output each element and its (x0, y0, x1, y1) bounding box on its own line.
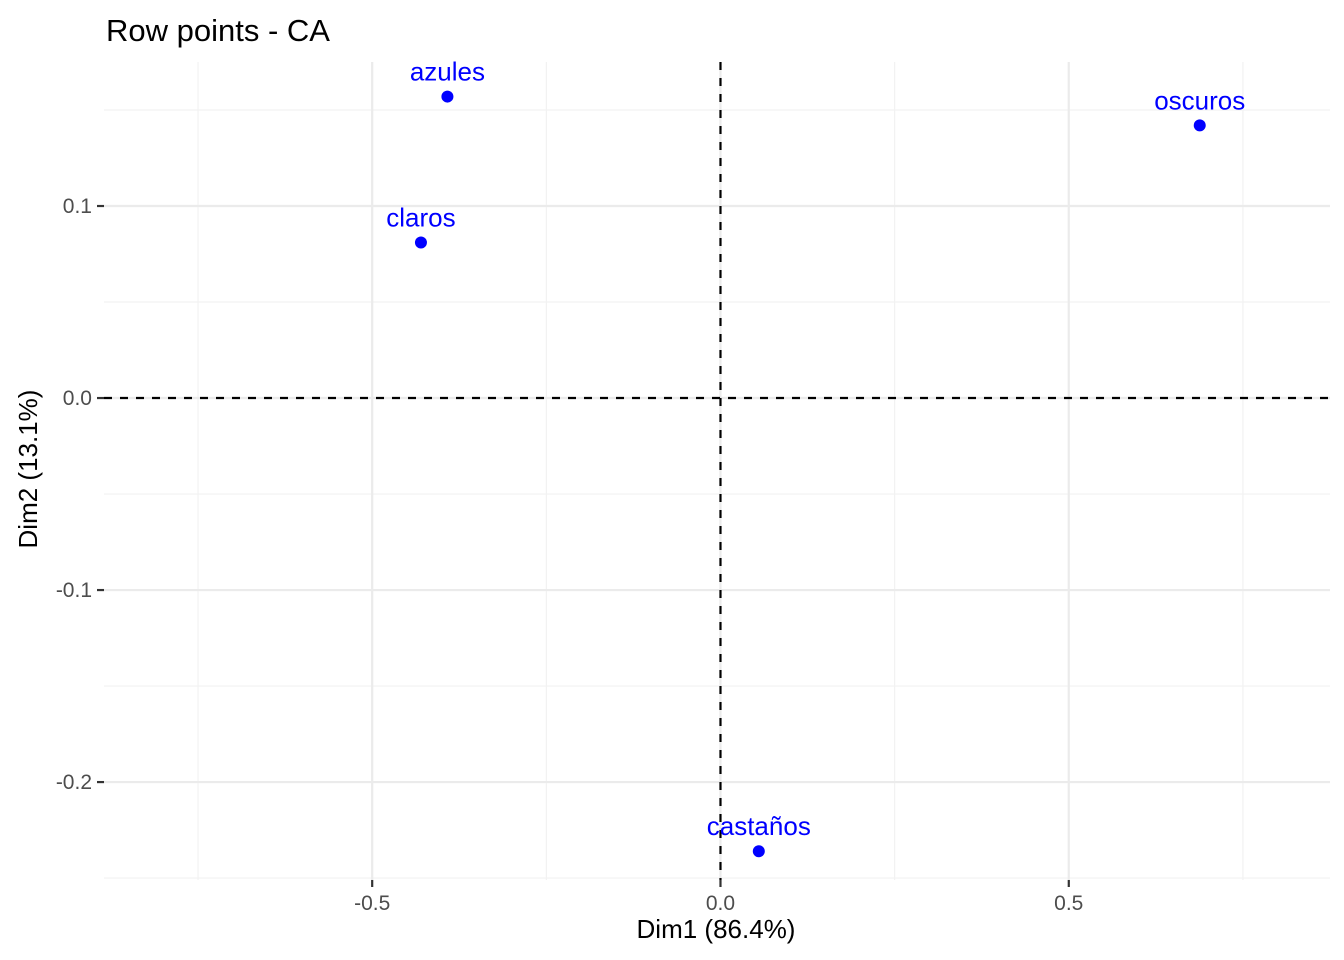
axis-ticks (97, 204, 1070, 887)
reference-lines (104, 62, 1330, 880)
x-tick-label: 0.5 (1054, 892, 1083, 915)
data-point (1193, 119, 1206, 132)
data-points: azules oscuros claros castaños (386, 57, 1245, 858)
data-point-label: castaños (707, 811, 811, 841)
y-tick-label: 0.1 (63, 195, 92, 218)
data-point-label: oscuros (1154, 85, 1245, 115)
data-point-label: claros (386, 202, 455, 232)
y-tick-label: -0.1 (56, 579, 92, 602)
minor-gridlines (104, 62, 1330, 880)
major-gridlines (104, 62, 1330, 880)
y-tick-label: 0.0 (63, 387, 92, 410)
x-tick-label: -0.5 (354, 892, 390, 915)
data-point (414, 236, 427, 249)
data-point (752, 845, 765, 858)
x-axis-title: Dim1 (86.4%) (637, 914, 796, 944)
data-point-label: azules (410, 57, 485, 87)
data-point (441, 90, 454, 103)
chart-title: Row points - CA (106, 13, 330, 48)
y-tick-label: -0.2 (56, 771, 92, 794)
y-axis-title: Dim2 (13.1%) (13, 390, 43, 549)
x-tick-label: 0.0 (706, 892, 735, 915)
